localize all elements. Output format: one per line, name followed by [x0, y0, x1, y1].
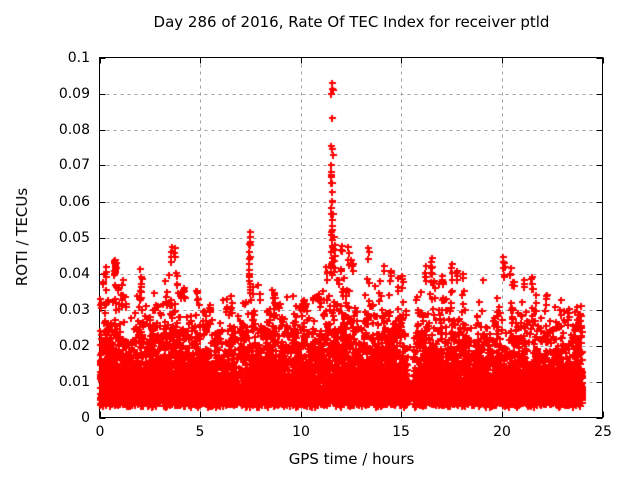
x-tick-label: 15: [392, 424, 410, 440]
y-tick-label: 0.01: [58, 374, 90, 390]
x-tick-label: 20: [493, 424, 511, 440]
y-tick-label: 0.02: [58, 338, 90, 354]
x-tick-label: 5: [195, 424, 205, 440]
y-tick-label: 0.03: [58, 302, 90, 318]
x-tick-label: 25: [594, 424, 612, 440]
x-tick-label: 10: [292, 424, 310, 440]
y-tick-label: 0.08: [58, 122, 90, 138]
y-tick-label: 0.07: [58, 157, 90, 173]
chart-title: Day 286 of 2016, Rate Of TEC Index for r…: [153, 13, 550, 31]
x-tick-label: 0: [95, 424, 105, 440]
y-tick-label: 0.05: [58, 230, 90, 246]
y-tick-label: 0.09: [58, 86, 90, 102]
y-tick-label: 0.06: [58, 194, 90, 210]
y-axis-label: ROTI / TECUs: [13, 187, 31, 287]
x-axis-label: GPS time / hours: [288, 450, 415, 468]
y-tick-label: 0.04: [58, 266, 90, 282]
y-tick-label: 0.1: [67, 50, 90, 66]
y-tick-label: 0: [81, 410, 90, 426]
